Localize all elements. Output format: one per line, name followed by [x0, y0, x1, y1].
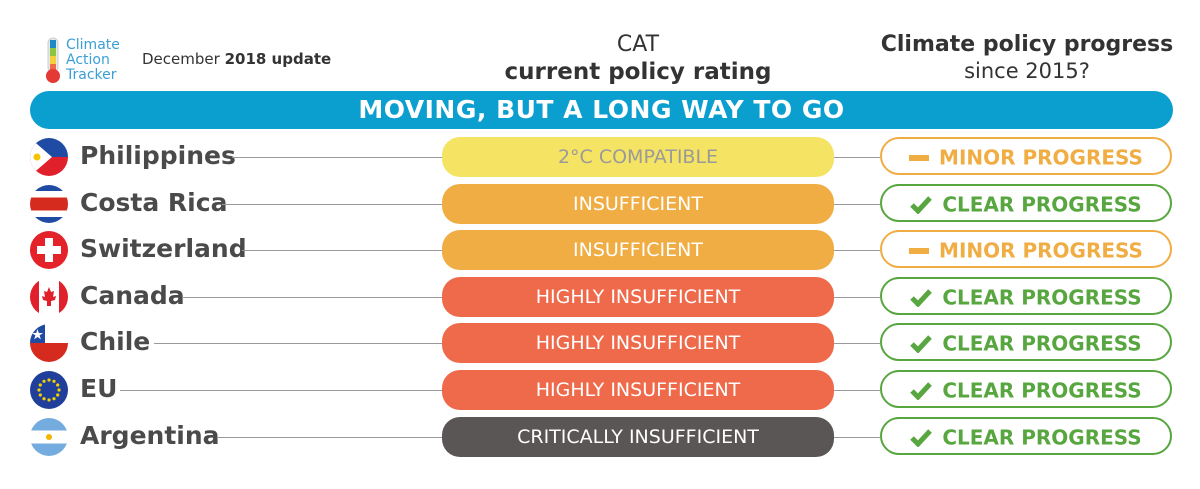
costa-rica-flag-icon	[30, 185, 68, 223]
country-row: Canada HIGHLY INSUFFICIENT CLEAR PROGRES…	[0, 276, 1200, 318]
connector-line	[120, 390, 442, 391]
country-row: Chile HIGHLY INSUFFICIENT CLEAR PROGRESS	[0, 322, 1200, 364]
connector-line	[222, 204, 442, 205]
rating-pill: CRITICALLY INSUFFICIENT	[442, 417, 834, 457]
update-label: December 2018 update	[142, 50, 331, 68]
rating-pill: HIGHLY INSUFFICIENT	[442, 277, 834, 317]
connector-line	[834, 297, 880, 298]
country-name: Chile	[80, 327, 151, 356]
connector-line	[218, 437, 442, 438]
country-row: Argentina CRITICALLY INSUFFICIENT CLEAR …	[0, 416, 1200, 458]
country-name: EU	[80, 374, 118, 403]
progress-badge: CLEAR PROGRESS	[880, 417, 1172, 455]
dash-icon	[909, 247, 930, 254]
philippines-flag-icon	[30, 138, 68, 176]
connector-line	[834, 250, 880, 251]
progress-badge: CLEAR PROGRESS	[880, 184, 1172, 222]
connector-line	[834, 437, 880, 438]
connector-line	[242, 250, 442, 251]
progress-label: CLEAR PROGRESS	[942, 331, 1142, 356]
check-icon	[910, 428, 933, 447]
connector-line	[834, 157, 880, 158]
progress-header-line-1: Climate policy progress	[880, 32, 1174, 57]
country-name: Costa Rica	[80, 188, 228, 217]
connector-line	[182, 297, 442, 298]
rating-pill: 2°C COMPATIBLE	[442, 137, 834, 177]
connector-line	[834, 343, 880, 344]
country-name: Canada	[80, 281, 185, 310]
country-row: EU HIGHLY INSUFFICIENT CLEAR PROGRESS	[0, 369, 1200, 411]
dash-icon	[909, 154, 930, 161]
connector-line	[834, 390, 880, 391]
check-icon	[910, 334, 933, 353]
country-row: Philippines 2°C COMPATIBLE MINOR PROGRES…	[0, 136, 1200, 178]
argentina-flag-icon	[30, 418, 68, 456]
update-bold: 2018 update	[224, 50, 332, 68]
country-row: Costa Rica INSUFFICIENT CLEAR PROGRESS	[0, 183, 1200, 225]
connector-line	[154, 343, 442, 344]
progress-header-line-2: since 2015?	[964, 59, 1090, 83]
cat-logo: Climate Action Tracker	[44, 36, 144, 86]
rating-header-line-2: current policy rating	[504, 59, 772, 85]
rating-header-line-1: CAT	[616, 32, 660, 57]
progress-label: CLEAR PROGRESS	[942, 378, 1142, 403]
switzerland-flag-icon	[30, 231, 68, 269]
progress-badge: CLEAR PROGRESS	[880, 323, 1172, 361]
progress-column-header: Climate policy progress since 2015?	[862, 32, 1192, 84]
progress-label: MINOR PROGRESS	[939, 238, 1143, 263]
check-icon	[910, 381, 933, 400]
progress-badge: CLEAR PROGRESS	[880, 370, 1172, 408]
canada-flag-icon	[30, 278, 68, 316]
check-icon	[910, 288, 933, 307]
chile-flag-icon	[30, 324, 68, 362]
logo-line-3: Tracker	[66, 67, 117, 83]
country-name: Switzerland	[80, 234, 247, 263]
progress-label: MINOR PROGRESS	[939, 145, 1143, 170]
rating-pill: INSUFFICIENT	[442, 184, 834, 224]
check-icon	[910, 195, 933, 214]
country-name: Argentina	[80, 421, 220, 450]
rating-pill: INSUFFICIENT	[442, 230, 834, 270]
thermometer-icon	[46, 37, 60, 83]
section-banner: MOVING, BUT A LONG WAY TO GO	[30, 91, 1173, 129]
rating-pill: HIGHLY INSUFFICIENT	[442, 370, 834, 410]
logo-line-2: Action	[66, 52, 110, 68]
country-name: Philippines	[80, 141, 236, 170]
progress-label: CLEAR PROGRESS	[942, 192, 1142, 217]
progress-label: CLEAR PROGRESS	[942, 425, 1142, 450]
progress-badge: MINOR PROGRESS	[880, 230, 1172, 268]
progress-badge: MINOR PROGRESS	[880, 137, 1172, 175]
rating-column-header: CAT current policy rating	[442, 32, 834, 86]
rating-pill: HIGHLY INSUFFICIENT	[442, 323, 834, 363]
logo-line-1: Climate	[66, 37, 120, 53]
progress-label: CLEAR PROGRESS	[942, 285, 1142, 310]
connector-line	[834, 204, 880, 205]
country-row: Switzerland INSUFFICIENT MINOR PROGRESS	[0, 229, 1200, 271]
progress-badge: CLEAR PROGRESS	[880, 277, 1172, 315]
eu-flag-icon	[30, 371, 68, 409]
connector-line	[232, 157, 442, 158]
update-prefix: December	[142, 50, 220, 68]
